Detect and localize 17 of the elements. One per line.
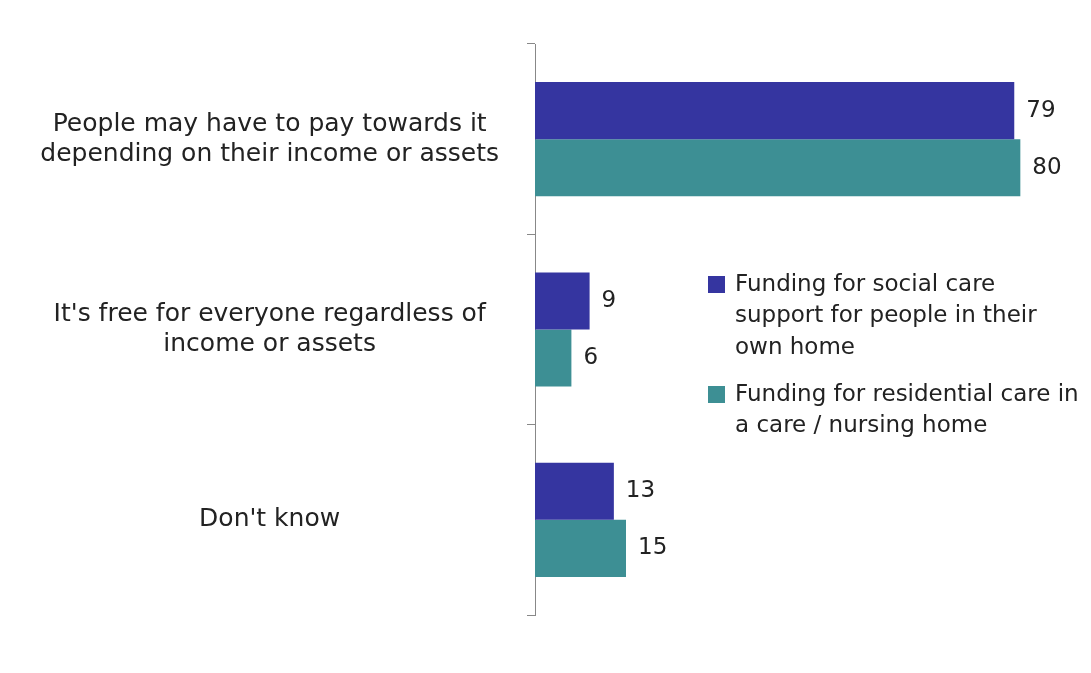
bar [535,329,572,387]
bar [535,519,626,577]
bar [535,462,614,520]
data-label: 80 [1032,152,1062,179]
data-label: 15 [638,533,668,560]
legend-label: Funding for social care support for people in their own home [735,269,1038,361]
y-tick-label: It's free for everyone regardless of income or assets [53,298,487,357]
bar [535,272,590,330]
legend-label: Funding for residential care in a care / nursing home [735,378,1080,440]
y-tick-label: People may have to pay towards it depending on their income or assets [40,107,499,167]
y-tick-label: Don't know [199,503,341,533]
data-label: 6 [583,343,599,370]
bar [535,82,1015,140]
data-label: 13 [625,476,656,503]
data-label: 9 [601,285,617,312]
bar [535,139,1021,197]
data-label: 79 [1026,95,1056,122]
